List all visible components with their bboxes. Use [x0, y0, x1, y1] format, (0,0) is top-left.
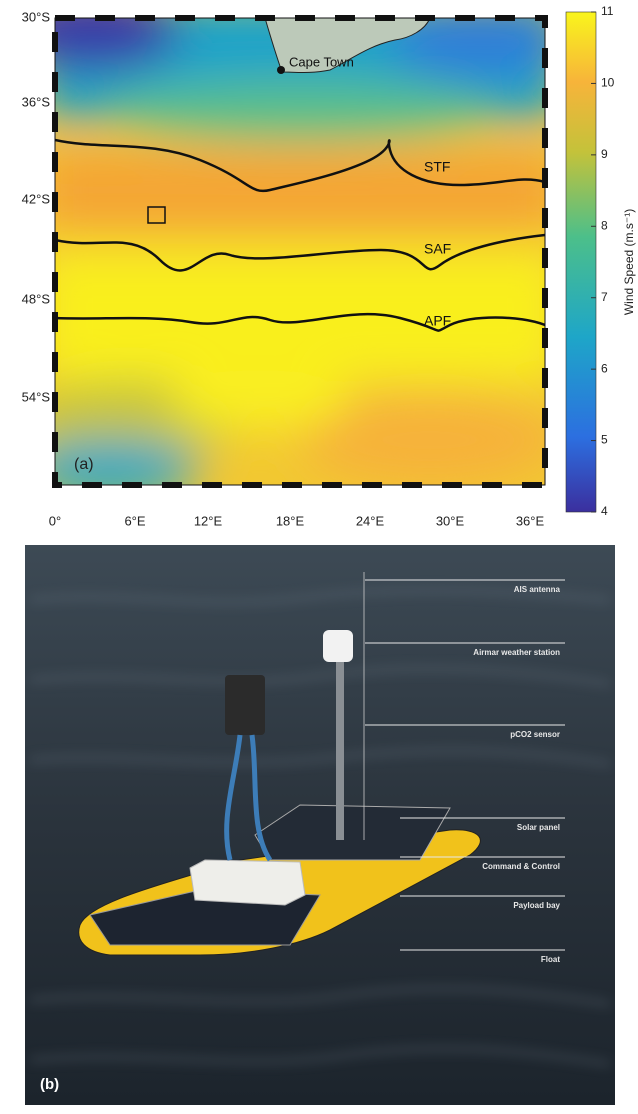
callout-label: pCO2 sensor: [510, 730, 560, 739]
callout-label: Command & Control: [482, 862, 560, 871]
colorbar-tick-label: 6: [601, 361, 608, 375]
panel-label: (b): [40, 1076, 59, 1093]
lon-label: 0°: [49, 513, 61, 528]
map-border: [54, 17, 546, 486]
front-label: SAF: [424, 241, 451, 257]
callout-label: Payload bay: [513, 901, 560, 910]
callout-label: Airmar weather station: [473, 648, 560, 657]
cables: [224, 734, 273, 862]
colorbar-label: Wind Speed (m.s⁻¹): [622, 209, 636, 315]
callouts: AIS antenna Airmar weather station pCO2 se…: [365, 579, 565, 964]
lon-label: 6°E: [124, 513, 145, 528]
colorbar-ticks: 4 5 6 7 8 9 10 11: [591, 4, 615, 518]
africa: [264, 18, 431, 73]
colorbar: [565, 11, 597, 513]
weather-station: [323, 630, 353, 662]
colorbar-tick-label: 11: [601, 4, 614, 18]
lat-label: 42°S: [22, 191, 51, 206]
lat-label: 30°S: [22, 9, 51, 24]
study-box: [147, 206, 166, 224]
colorbar-tick-label: 8: [601, 218, 608, 232]
city-dot: [277, 66, 285, 74]
city-label: Cape Town: [289, 54, 354, 69]
lat-label: 48°S: [22, 291, 51, 306]
colorbar-tick-label: 9: [601, 147, 608, 161]
front-label: STF: [424, 159, 450, 175]
front-line: [55, 312, 545, 332]
payload-box: [189, 859, 306, 906]
lat-label: 54°S: [22, 389, 51, 404]
lon-label: 12°E: [194, 513, 223, 528]
wind-field: [55, 18, 545, 485]
callout-label: Solar panel: [517, 823, 560, 832]
mast: [336, 660, 344, 840]
colorbar-tick-label: 7: [601, 290, 608, 304]
front-line: [55, 138, 545, 193]
lon-label: 18°E: [276, 513, 305, 528]
colorbar-tick-label: 10: [601, 76, 615, 90]
callout-label: AIS antenna: [514, 585, 561, 594]
front-line: [55, 233, 545, 272]
lat-label: 36°S: [22, 94, 51, 109]
lon-label: 24°E: [356, 513, 385, 528]
front-label: APF: [424, 313, 451, 329]
lon-label: 30°E: [436, 513, 465, 528]
lat-labels: 30°S 36°S 42°S 48°S 54°S: [22, 9, 51, 404]
callout-label: Float: [541, 955, 560, 964]
pco2-sensor: [225, 675, 265, 735]
lon-label: 36°E: [516, 513, 545, 528]
colorbar-tick-label: 5: [601, 433, 608, 447]
colorbar-tick-label: 4: [601, 504, 608, 518]
lon-labels: 0° 6°E 12°E 18°E 24°E 30°E 36°E: [49, 513, 545, 528]
photo: AIS antenna Airmar weather station pCO2 se…: [25, 545, 615, 1105]
panel-label: (a): [74, 456, 94, 473]
